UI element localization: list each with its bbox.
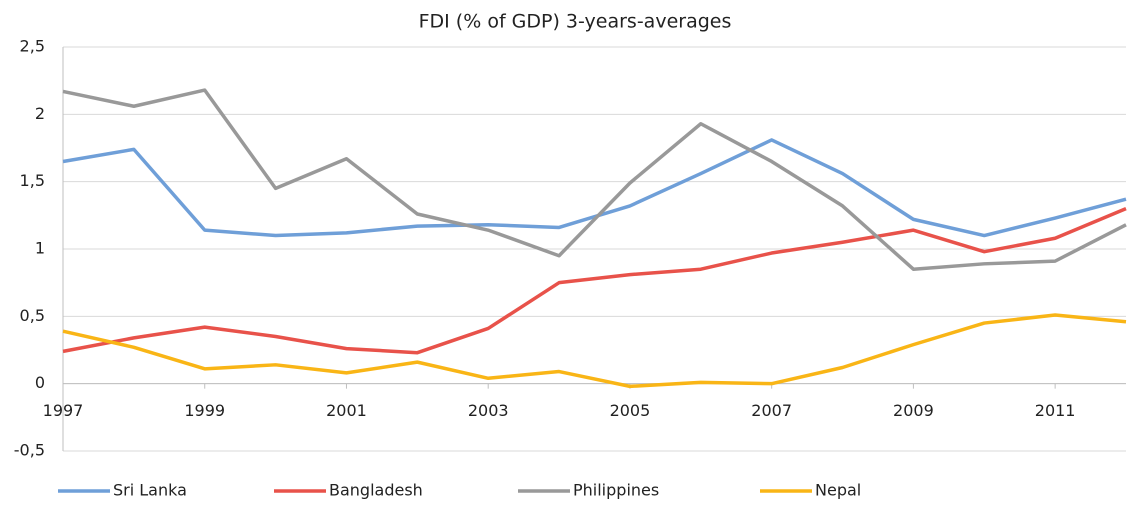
x-tick-label: 2011 <box>1035 401 1076 420</box>
y-tick-label: 2,5 <box>20 37 45 56</box>
y-tick-label: 2 <box>35 104 45 123</box>
x-tick-label: 2005 <box>610 401 651 420</box>
y-tick-label: 1 <box>35 239 45 258</box>
x-tick-label: 2009 <box>893 401 934 420</box>
y-tick-label: 0 <box>35 373 45 392</box>
x-tick-label: 1997 <box>43 401 84 420</box>
y-tick-label: 0,5 <box>20 306 45 325</box>
series-line <box>62 88 1127 271</box>
legend-label: Bangladesh <box>329 481 423 500</box>
series-line <box>62 206 1127 355</box>
x-tick-label: 2001 <box>326 401 367 420</box>
x-tick-label: 1999 <box>184 401 225 420</box>
legend-label: Nepal <box>815 481 861 500</box>
legend-label: Sri Lanka <box>113 481 187 500</box>
series-line <box>62 138 1127 238</box>
y-tick-label: 1,5 <box>20 171 45 190</box>
series-line <box>62 313 1127 389</box>
x-tick-label: 2007 <box>751 401 792 420</box>
y-tick-label: -0,5 <box>14 441 45 460</box>
legend-label: Philippines <box>573 481 659 500</box>
x-tick-label: 2003 <box>468 401 509 420</box>
chart-title: FDI (% of GDP) 3-years-averages <box>419 11 732 33</box>
